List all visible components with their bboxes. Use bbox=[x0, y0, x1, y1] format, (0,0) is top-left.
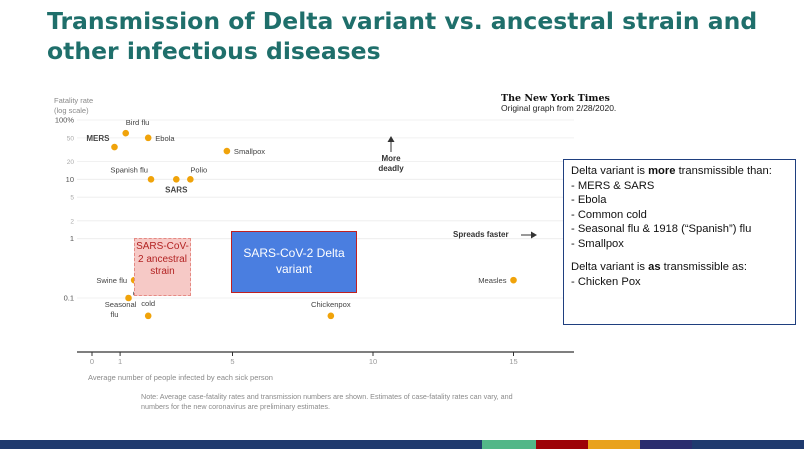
data-label: Bird flu bbox=[126, 118, 150, 127]
y-axis-label: Fatality rate bbox=[54, 96, 93, 105]
textbox-as-heading: Delta variant is as transmissible as: bbox=[571, 261, 747, 273]
footer-segment bbox=[536, 440, 588, 449]
list-item: Seasonal flu & 1918 (“Spanish”) flu bbox=[571, 222, 788, 237]
textbox-as-item: - Chicken Pox bbox=[571, 275, 641, 288]
x-tick-label: 1 bbox=[118, 357, 122, 366]
data-point bbox=[223, 147, 231, 155]
list-item: Ebola bbox=[571, 193, 788, 208]
delta-comparison-textbox: Delta variant is more transmissible than… bbox=[563, 159, 796, 325]
source-note: Original graph from 2/28/2020. bbox=[501, 103, 617, 113]
x-tick-label: 5 bbox=[230, 357, 234, 366]
data-point bbox=[122, 129, 130, 137]
textbox-heading: Delta variant is more transmissible than… bbox=[571, 165, 772, 177]
data-label: Chickenpox bbox=[311, 300, 351, 309]
footer-segment bbox=[588, 440, 640, 449]
spreads-faster-label: Spreads faster bbox=[453, 230, 509, 239]
x-axis-label: Average number of people infected by eac… bbox=[88, 373, 273, 382]
y-tick-label: 0.1 bbox=[64, 294, 74, 303]
list-item: Smallpox bbox=[571, 237, 788, 252]
data-label: Smallpox bbox=[234, 147, 265, 156]
data-label: cold bbox=[141, 299, 155, 308]
data-label: Spanish flu bbox=[110, 165, 148, 174]
footer-segment bbox=[482, 440, 536, 449]
data-label: SARS bbox=[165, 185, 188, 194]
data-point bbox=[173, 176, 180, 183]
comparison-list: MERS & SARS Ebola Common cold Seasonal f… bbox=[571, 179, 788, 252]
slide-title: Transmission of Delta variant vs. ancest… bbox=[47, 7, 758, 65]
list-item: Common cold bbox=[571, 208, 788, 223]
y-tick-label: 50 bbox=[67, 135, 75, 142]
data-label: Measles bbox=[478, 276, 506, 285]
spreads-faster-arrowhead bbox=[531, 231, 537, 239]
sars-cov-2-ancestral-box: SARS-CoV-2 ancestral strain bbox=[134, 238, 191, 296]
data-label: Seasonal bbox=[105, 300, 137, 309]
list-item: MERS & SARS bbox=[571, 179, 788, 194]
data-label: Swine flu bbox=[96, 276, 127, 285]
y-tick-label: 1 bbox=[70, 234, 74, 243]
x-tick-label: 10 bbox=[369, 357, 377, 366]
nyt-logo: The New York Times bbox=[501, 93, 610, 104]
chart-note: Note: Average case-fatality rates and tr… bbox=[141, 392, 513, 411]
data-point bbox=[144, 312, 152, 320]
x-tick-label: 0 bbox=[90, 357, 94, 366]
more-deadly-arrowhead bbox=[387, 136, 395, 142]
y-tick-label: 5 bbox=[70, 195, 74, 202]
footer-segment bbox=[692, 440, 804, 449]
x-tick-label: 15 bbox=[509, 357, 517, 366]
y-axis-label: (log scale) bbox=[54, 106, 89, 115]
data-label: MERS bbox=[86, 134, 110, 143]
footer-segment bbox=[0, 440, 482, 449]
data-point bbox=[144, 134, 152, 142]
y-tick-label: 100% bbox=[55, 116, 75, 125]
data-point bbox=[327, 312, 335, 320]
footer-segment bbox=[640, 440, 692, 449]
data-point bbox=[111, 143, 118, 151]
data-point bbox=[147, 176, 155, 183]
y-tick-label: 20 bbox=[67, 159, 75, 166]
footer-color-bar bbox=[0, 440, 804, 449]
delta-variant-box: SARS-CoV-2 Delta variant bbox=[231, 231, 357, 293]
data-label: Polio bbox=[190, 165, 207, 174]
data-point bbox=[187, 176, 194, 183]
more-deadly-label: deadly bbox=[378, 164, 404, 173]
data-point bbox=[125, 294, 132, 302]
y-tick-label: 10 bbox=[66, 175, 74, 184]
data-label: Ebola bbox=[155, 134, 175, 143]
more-deadly-label: More bbox=[381, 154, 401, 163]
data-point bbox=[510, 276, 517, 284]
data-label: flu bbox=[111, 310, 119, 319]
y-tick-label: 2 bbox=[70, 218, 74, 225]
